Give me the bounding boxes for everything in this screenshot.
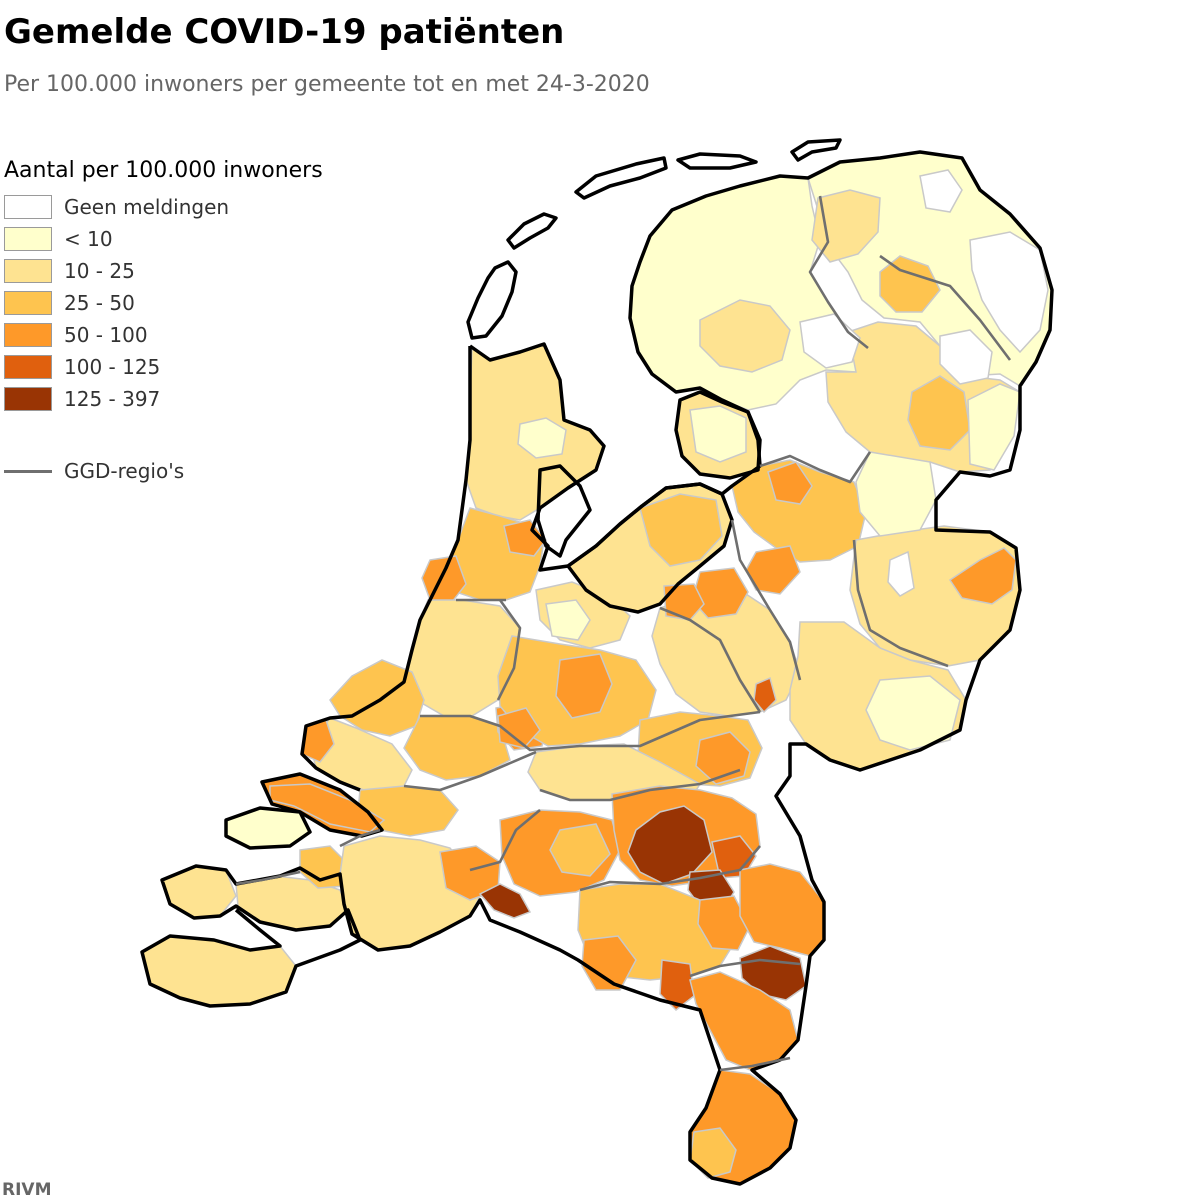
island-terschelling [574,156,668,200]
map-legend: Aantal per 100.000 inwoners Geen melding… [4,158,323,483]
page-title: Gemelde COVID-19 patiënten [4,12,565,52]
source-credit: RIVM [2,1180,52,1200]
region-drenthe-oost [907,375,971,451]
island-schiermonnikoog [790,138,842,162]
ggd-border [579,845,761,892]
island-ameland [676,152,758,170]
ggd-border [235,870,301,886]
region-utrecht-south [555,653,613,719]
ggd-border [539,768,741,802]
ggd-border [403,750,537,792]
page-subtitle: Per 100.000 inwoners per gemeente tot en… [4,72,650,97]
ggd-border [879,254,1012,361]
legend-swatch [4,355,52,379]
legend-label: 25 - 50 [64,291,135,315]
region-groningen-city [879,255,941,313]
island-texel [466,260,518,340]
ggd-border [496,599,522,701]
region-groningen-noord [919,169,963,213]
region-noord-holland-wf [517,417,567,459]
flevoland-coast [566,482,734,614]
legend-label: 50 - 100 [64,323,148,347]
legend-swatch [4,291,52,315]
legend-item-100-125: 100 - 125 [4,351,323,383]
region-flevoland-east [639,493,723,567]
region-baarle-alphen [478,883,532,919]
legend-label: 125 - 397 [64,387,161,411]
region-twente-enschede [948,547,1017,605]
region-duiven [753,676,777,714]
holland-coast [300,346,472,792]
region-tilburg-east [549,823,611,877]
legend-label: 100 - 125 [64,355,161,379]
region-uden-oss [627,805,713,885]
legend-item-125-397: 125 - 397 [4,383,323,415]
ggd-border [339,828,381,848]
region-amsterdam-noord [503,519,547,557]
legend-label: 10 - 25 [64,259,135,283]
region-valkenswaard [659,959,695,1011]
legend-item-none: Geen meldingen [4,191,323,223]
ggd-border [808,195,869,350]
region-drenthe-midden [939,329,993,385]
schouwen-coast [224,806,312,850]
ggd-border [852,539,949,668]
region-deventer [745,545,801,595]
municipality-regions [141,151,1053,1185]
region-gooi-north [545,599,591,641]
legend-item-50-100: 50 - 100 [4,319,323,351]
region-groningen-west [811,189,881,263]
ggd-border [759,451,872,484]
region-friesland-east [699,299,791,373]
region-utrecht-west [497,707,541,749]
legend-swatch [4,323,52,347]
legend-item-10-25: 10 - 25 [4,255,323,287]
region-drenthe-zuid [967,383,1021,471]
legend-item-lt10: < 10 [4,223,323,255]
markermeer-shore [536,464,592,558]
legend-label: Geen meldingen [64,195,230,219]
legend-swatch [4,195,52,219]
noordoostpolder-coast [674,390,762,480]
region-twente-tubbergen [887,550,915,597]
legend-title: Aantal per 100.000 inwoners [4,158,323,183]
region-urk [689,405,747,463]
ggd-border [719,1056,791,1072]
island-vlieland [506,212,558,250]
region-zwolle-kampen [767,461,813,505]
legend-item-25-50: 25 - 50 [4,287,323,319]
legend-swatch [4,387,52,411]
ggd-border [689,958,801,978]
ggd-border [420,710,761,752]
region-vechtdal [855,451,937,537]
legend-label: < 10 [64,227,113,251]
region-helmond [697,895,751,951]
region-kempen [581,935,637,991]
ggd-border [730,519,802,681]
legend-swatch [4,227,52,251]
ggd-border [469,809,541,872]
legend-item-ggd: GGD-regio's [4,459,323,483]
legend-swatch [4,259,52,283]
ggd-line-icon [4,469,52,473]
wadden-islands [466,138,842,340]
ggd-borders [235,195,1012,1072]
region-groningen-oost [969,231,1049,354]
legend-label: GGD-regio's [64,459,185,483]
ggd-border [659,606,762,713]
